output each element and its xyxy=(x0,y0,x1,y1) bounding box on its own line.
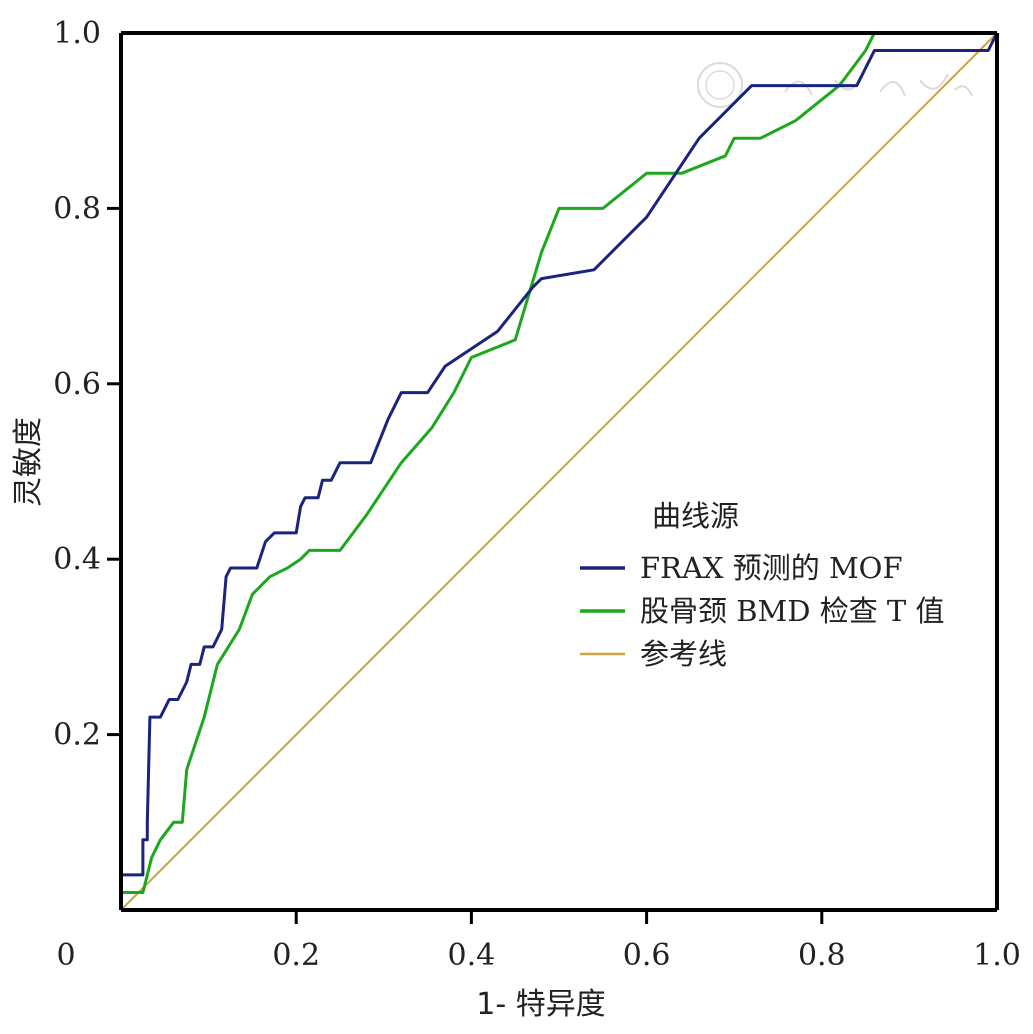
x-tick-label: 0.4 xyxy=(448,938,496,973)
y-tick-label: 1.0 xyxy=(53,16,101,51)
legend-label-2: 股骨颈 BMD 检查 T 值 xyxy=(640,594,944,628)
series-line-1 xyxy=(119,32,999,910)
x-tick-label: 0 xyxy=(56,938,75,973)
legend-label-1: FRAX 预测的 MOF xyxy=(640,551,903,585)
watermark xyxy=(697,62,973,108)
y-axis-title: 灵敏度 xyxy=(11,417,46,507)
x-tick-label: 0.2 xyxy=(272,938,320,973)
plot-series xyxy=(119,31,999,911)
series-line-2 xyxy=(119,31,997,910)
y-tick-label: 0.6 xyxy=(53,367,101,402)
y-axis-ticks: 0.2 0.4 0.6 0.8 1.0 xyxy=(53,16,121,753)
x-tick-label: 0.8 xyxy=(798,938,846,973)
series-line-3 xyxy=(120,32,998,911)
x-axis-title: 1- 特异度 xyxy=(476,987,605,1022)
y-tick-label: 0.2 xyxy=(53,718,101,753)
x-tick-label: 1.0 xyxy=(973,938,1021,973)
plot-frame xyxy=(119,31,999,912)
legend-title: 曲线源 xyxy=(652,499,739,533)
y-tick-label: 0.8 xyxy=(53,191,101,226)
x-axis-ticks: 0 0.2 0.4 0.6 0.8 1.0 xyxy=(56,910,1021,973)
x-tick-label: 0.6 xyxy=(623,938,671,973)
y-tick-label: 0.4 xyxy=(53,542,101,577)
legend-label-3: 参考线 xyxy=(640,637,727,671)
